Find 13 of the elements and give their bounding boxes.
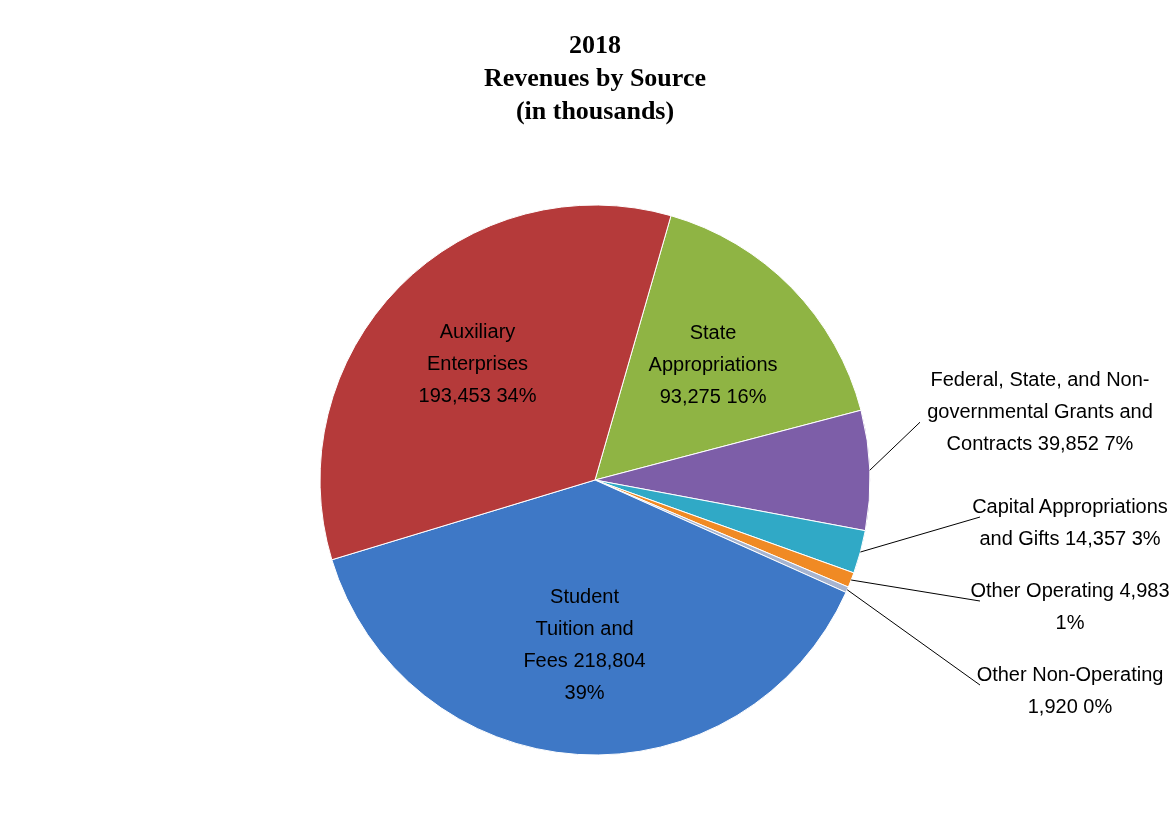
data-label: 93,275 16%	[659, 384, 767, 407]
data-label: 193,453 34%	[418, 384, 537, 407]
slice-label: State Appropriations	[648, 320, 778, 375]
slice-label: Federal, State, and Non-governmental Grants and Contracts 39,852 7%	[927, 368, 1153, 455]
slice-label: Capital Appropriations and Gifts 14,357 3%	[972, 495, 1168, 550]
chart-subtitle: Revenues by Source	[484, 63, 706, 92]
text: (in thousands)	[515, 96, 675, 125]
slice-label: Auxiliary Enterprises	[426, 320, 529, 375]
slice-label: Other Operating 4,983 1%	[970, 579, 1170, 634]
slice-label: Other Non-Operating	[976, 663, 1164, 686]
slice-label: Student Tuition and Fees 218,804 39%	[523, 584, 646, 703]
chart-title: 2018	[569, 30, 621, 59]
data-label: 1,920 0%	[1027, 695, 1113, 718]
